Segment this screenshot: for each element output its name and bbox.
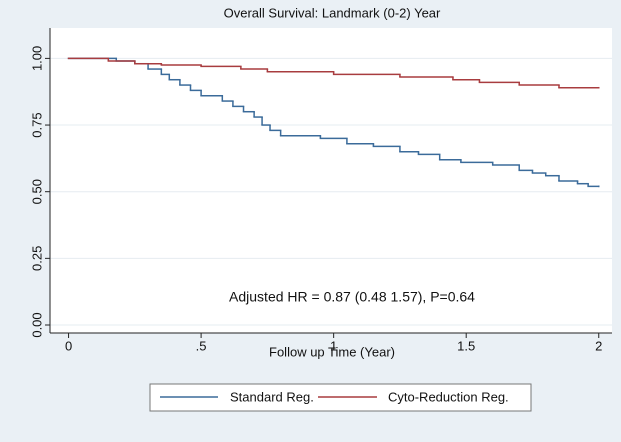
y-tick-label: 0.50 [29,179,44,204]
chart-title: Overall Survival: Landmark (0-2) Year [224,5,441,20]
plot-area [50,28,612,333]
x-tick-label: 1.5 [457,338,475,353]
y-tick-label: 0.75 [29,112,44,137]
y-tick-label: 1.00 [29,46,44,71]
x-tick-label: 2 [595,338,602,353]
y-tick-label: 0.00 [29,312,44,337]
y-tick-label: 0.25 [29,246,44,271]
annotation: Adjusted HR = 0.87 (0.48 1.57), P=0.64 [229,289,475,305]
x-tick-label: .5 [196,338,207,353]
x-tick-label: 1 [330,338,337,353]
x-axis-title: Follow up Time (Year) [269,344,395,359]
legend-label: Cyto-Reduction Reg. [388,389,509,404]
x-tick-label: 0 [65,338,72,353]
legend-label: Standard Reg. [230,389,314,404]
